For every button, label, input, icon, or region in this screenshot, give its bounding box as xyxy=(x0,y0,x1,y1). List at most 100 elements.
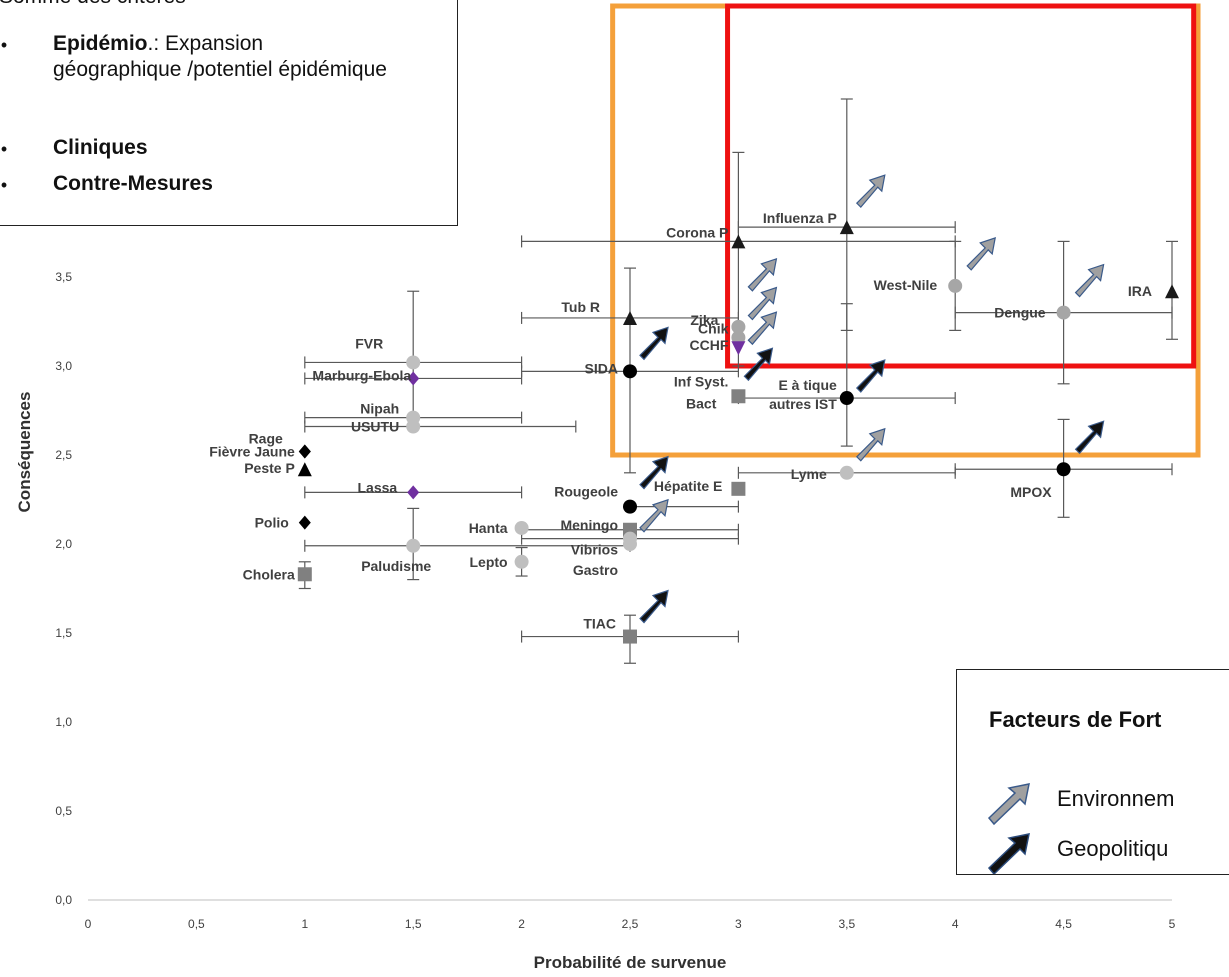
y-axis-title: Conséquences xyxy=(15,392,34,513)
x-axis-title: Probabilité de survenue xyxy=(534,953,727,972)
y-tick-label: 1,5 xyxy=(55,626,72,640)
label-dengue: Dengue xyxy=(994,305,1046,321)
y-tick-label: 1,0 xyxy=(55,715,72,729)
trend-arrow-environnement xyxy=(747,311,778,346)
label-usutu: USUTU xyxy=(351,419,399,435)
label-fi-vre-jaune: Fièvre Jaune xyxy=(209,443,295,459)
label-west-nile: West-Nile xyxy=(874,277,938,293)
criteria-box: Somme des critères • Epidémio.: Expansio… xyxy=(0,0,458,226)
trend-arrow-geopolitique xyxy=(639,326,669,361)
criteria-item-contre-mesures: Contre-Mesures xyxy=(53,171,213,197)
label-inf-syst-bact: Inf Syst. Bact xyxy=(674,373,728,411)
risk-regions xyxy=(610,3,1201,458)
label-polio: Polio xyxy=(255,515,289,531)
x-tick-label: 5 xyxy=(1169,917,1176,931)
label-lyme: Lyme xyxy=(791,466,827,482)
criteria-item-contre-mesures-bold: Contre-Mesures xyxy=(53,172,213,195)
y-tick-label: 3,0 xyxy=(55,359,72,373)
marker-tub-r xyxy=(623,310,637,325)
label-h-patite-e: Hépatite E xyxy=(654,478,722,494)
marker-polio xyxy=(298,515,311,530)
label-rougeole: Rougeole xyxy=(554,484,618,500)
label-ira: IRA xyxy=(1128,283,1152,299)
label-vibrios: Vibrios xyxy=(571,542,618,558)
marker-lepto xyxy=(514,554,529,569)
legend-title: Facteurs de Fort xyxy=(989,707,1162,732)
x-tick-label: 4,5 xyxy=(1055,917,1072,931)
criteria-item-cliniques-bold: Cliniques xyxy=(53,136,148,159)
label-peste-p: Peste P xyxy=(244,460,295,476)
trend-arrow-geopolitique xyxy=(639,455,669,490)
x-tick-label: 2 xyxy=(518,917,525,931)
bullet: • xyxy=(0,139,8,159)
label-cchf: CCHF xyxy=(690,337,729,353)
trend-arrow-geopolitique xyxy=(855,359,886,393)
marker-e-tique-autres-ist xyxy=(839,391,854,406)
y-tick-label: 2,0 xyxy=(55,537,72,551)
trend-arrow-environnement xyxy=(747,257,778,292)
marker-influenza-p xyxy=(839,220,854,235)
label-fvr: FVR xyxy=(355,335,383,351)
marker-west-nile xyxy=(948,278,963,293)
marker-lyme xyxy=(839,465,854,480)
criteria-title: Somme des critères xyxy=(0,0,186,9)
label-paludisme: Paludisme xyxy=(361,558,431,574)
x-tick-label: 1,5 xyxy=(405,917,422,931)
label-line: Bact xyxy=(686,395,717,411)
y-tick-label: 2,5 xyxy=(55,448,72,462)
marker-mpox xyxy=(1056,462,1071,477)
marker-chik xyxy=(731,330,746,345)
marker-lassa xyxy=(407,485,420,500)
label-sida: SIDA xyxy=(585,360,618,376)
marker-peste-p xyxy=(297,462,312,477)
marker-corona-p xyxy=(731,234,746,249)
marker-zika xyxy=(731,319,746,334)
marker-dengue xyxy=(1056,305,1071,320)
label-e-tique-autres-ist: E à tique autres IST xyxy=(769,377,837,412)
criteria-item-cliniques: Cliniques xyxy=(53,135,148,161)
marker-h-patite-e xyxy=(731,481,746,496)
x-tick-label: 3,5 xyxy=(838,917,855,931)
trend-arrow-environnement xyxy=(855,174,886,209)
label-corona-p: Corona P xyxy=(666,224,728,240)
marker-paludisme xyxy=(406,538,421,553)
marker-cholera xyxy=(297,567,312,582)
criteria-item-epidemio-bold: Epidémio xyxy=(53,32,148,55)
label-lassa: Lassa xyxy=(357,479,397,495)
label-mpox: MPOX xyxy=(1010,484,1052,500)
marker-cchf xyxy=(731,341,746,356)
trend-arrow-environnement xyxy=(1074,263,1105,298)
criteria-item-epidemio-text: .: Expansion géographique /potentiel épi… xyxy=(53,32,387,81)
marker-hanta xyxy=(514,520,529,535)
marker-gastro xyxy=(623,537,637,551)
label-rage: Rage xyxy=(249,430,283,446)
trend-arrow-environnement xyxy=(639,498,669,533)
trend-arrow-environnement xyxy=(966,237,996,271)
data-markers xyxy=(297,220,1179,644)
legend-label-geopolitique: Geopolitiqu xyxy=(1057,836,1169,861)
legend-label-environnement: Environnem xyxy=(1057,786,1175,811)
marker-usutu xyxy=(406,419,421,434)
label-tub-r: Tub R xyxy=(561,299,600,315)
red-zone xyxy=(725,3,1197,369)
x-tick-label: 0 xyxy=(85,917,92,931)
marker-sida xyxy=(623,364,637,379)
trend-arrow-geopolitique xyxy=(743,347,774,382)
trend-arrow-environnement xyxy=(855,427,886,462)
x-tick-label: 4 xyxy=(952,917,959,931)
marker-fvr xyxy=(406,355,421,370)
marker-rougeole xyxy=(623,499,637,514)
label-nipah: Nipah xyxy=(360,401,399,417)
label-influenza-p: Influenza P xyxy=(763,210,837,226)
label-hanta: Hanta xyxy=(469,520,508,536)
label-line: E à tique xyxy=(778,377,837,393)
marker-tiac xyxy=(623,629,637,644)
trend-arrows xyxy=(639,174,1105,624)
y-tick-label: 3,5 xyxy=(55,270,72,284)
label-lepto: Lepto xyxy=(469,554,507,570)
x-tick-label: 3 xyxy=(735,917,742,931)
x-tick-label: 2,5 xyxy=(622,917,639,931)
criteria-item-epidemio: Epidémio.: Expansion géographique /poten… xyxy=(53,31,393,83)
point-labels: Corona P Influenza P West-Nile Dengue IRA Tub… xyxy=(209,210,1152,631)
